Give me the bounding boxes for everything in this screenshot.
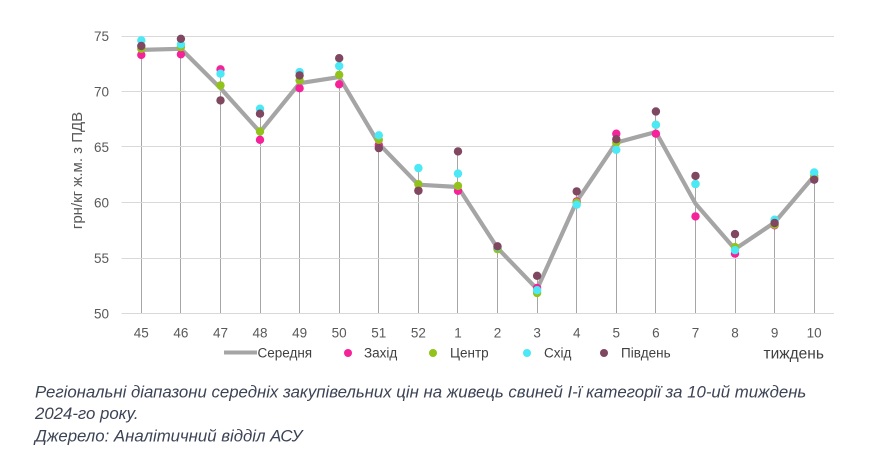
svg-text:Південь: Південь xyxy=(621,345,671,360)
svg-text:8: 8 xyxy=(731,325,739,340)
svg-text:47: 47 xyxy=(213,325,228,340)
svg-text:49: 49 xyxy=(292,325,307,340)
svg-text:50: 50 xyxy=(94,307,109,322)
svg-text:6: 6 xyxy=(652,325,660,340)
svg-text:48: 48 xyxy=(252,325,267,340)
svg-text:Захід: Захід xyxy=(364,345,397,360)
svg-text:60: 60 xyxy=(94,196,109,211)
svg-text:Середня: Середня xyxy=(258,345,313,360)
svg-text:3: 3 xyxy=(533,325,541,340)
svg-text:50: 50 xyxy=(332,325,347,340)
svg-text:4: 4 xyxy=(573,325,581,340)
svg-text:7: 7 xyxy=(692,325,700,340)
svg-text:75: 75 xyxy=(94,29,109,44)
svg-text:70: 70 xyxy=(94,85,109,100)
svg-text:1: 1 xyxy=(454,325,462,340)
svg-text:52: 52 xyxy=(411,325,426,340)
svg-text:2: 2 xyxy=(494,325,502,340)
svg-text:10: 10 xyxy=(807,325,822,340)
svg-text:9: 9 xyxy=(771,325,779,340)
svg-text:51: 51 xyxy=(371,325,386,340)
svg-text:65: 65 xyxy=(94,140,109,155)
svg-text:Джерело: Аналітичний відділ АС: Джерело: Аналітичний відділ АСУ xyxy=(33,427,305,446)
svg-text:5: 5 xyxy=(613,325,621,340)
svg-text:Регіональні діапазони середніх: Регіональні діапазони середніх закупівел… xyxy=(35,383,806,402)
svg-text:тиждень: тиждень xyxy=(764,345,824,362)
svg-text:Центр: Центр xyxy=(450,345,489,360)
svg-text:грн/кг ж.м. з ПДВ: грн/кг ж.м. з ПДВ xyxy=(69,112,86,229)
svg-text:2024-го року.: 2024-го року. xyxy=(34,404,139,423)
svg-text:Схід: Схід xyxy=(544,345,571,360)
svg-text:46: 46 xyxy=(173,325,188,340)
svg-text:45: 45 xyxy=(134,325,149,340)
svg-text:55: 55 xyxy=(94,251,109,266)
